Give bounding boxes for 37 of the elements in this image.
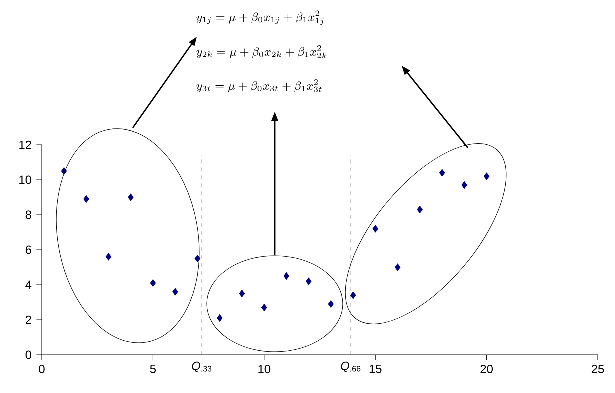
x-tick-label: 20 <box>480 365 493 374</box>
point <box>84 196 90 203</box>
point <box>217 314 223 322</box>
x-tick-label: 0 <box>39 365 45 374</box>
x-tick-label: 5 <box>150 365 156 374</box>
point <box>350 292 356 300</box>
point <box>262 304 268 312</box>
text: $y_{2k} = \mu + \beta_0 x_{2k} + \beta_1 x_{2k}^2$ <box>196 45 327 58</box>
point <box>194 255 201 262</box>
x-tick-label: 15 <box>370 365 382 374</box>
point <box>106 253 112 261</box>
y-tick-label: 4 <box>26 280 32 290</box>
point <box>128 194 134 202</box>
text: $y_{3t} = \mu + \beta_0 x_{3t} + \beta_1 x_{3t}^2$ <box>196 80 322 93</box>
point <box>394 264 401 272</box>
y-tick-label: 6 <box>26 246 32 254</box>
point <box>306 278 312 286</box>
text: $y_{1j} = \mu + \beta_0 x_{1j} + \beta_1 x_{1j}^2$ <box>196 10 324 26</box>
point <box>417 206 423 214</box>
y-tick-label: 0 <box>26 350 32 360</box>
point <box>150 280 156 287</box>
x-tick-label: 10 <box>258 365 271 374</box>
point <box>372 225 378 233</box>
y-tick-label: 10 <box>20 176 32 184</box>
y-tick-label: 2 <box>26 316 32 324</box>
point <box>484 172 490 180</box>
y-tick-label: 8 <box>26 210 32 220</box>
point <box>172 288 178 296</box>
point <box>239 290 246 298</box>
point <box>328 300 334 308</box>
ref-line-label: Q$_{.33}$ <box>192 362 212 373</box>
x-tick-label: 25 <box>592 365 604 374</box>
point <box>284 272 290 280</box>
point <box>439 169 446 177</box>
ref-line-label: Q$_{.66}$ <box>341 362 361 373</box>
y-tick-label: 12 <box>20 140 32 150</box>
point <box>462 182 468 189</box>
